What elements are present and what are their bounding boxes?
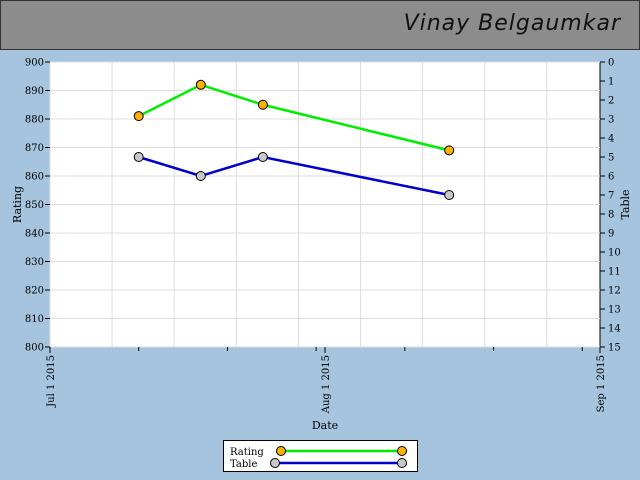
y2-tick-label: 15 xyxy=(608,343,621,354)
y-tick-label: 840 xyxy=(25,229,44,240)
y-tick-label: 830 xyxy=(25,257,44,268)
y-tick-label: 850 xyxy=(25,200,44,211)
data-point-rating xyxy=(133,111,144,122)
legend-label: Table xyxy=(230,459,257,470)
y-tick-label: 800 xyxy=(25,343,44,354)
y2-tick-label: 4 xyxy=(608,134,614,145)
y2-tick-label: 9 xyxy=(608,229,614,240)
series-line-rating xyxy=(138,83,450,152)
data-point-rating xyxy=(444,145,455,156)
series-markers xyxy=(133,79,455,200)
legend-label: Rating xyxy=(230,447,264,458)
y2-tick-label: 7 xyxy=(608,191,614,202)
x-tick-label: Jul 1 2015 xyxy=(46,355,57,408)
data-point-table xyxy=(195,171,206,181)
series-lines xyxy=(138,83,450,197)
data-point-table xyxy=(133,152,144,162)
y2-tick-label: 11 xyxy=(608,267,621,278)
x-axis-title: Date xyxy=(312,419,338,432)
y2-tick-label: 13 xyxy=(608,305,621,316)
y-axis-title: Rating xyxy=(11,186,24,223)
y-tick-label: 860 xyxy=(25,172,44,183)
y-tick-label: 890 xyxy=(25,86,44,97)
y-tick-label: 810 xyxy=(25,314,44,325)
y2-tick-label: 5 xyxy=(608,153,614,164)
legend-swatch-marker xyxy=(276,446,286,456)
data-point-rating xyxy=(257,99,268,110)
y-tick-label: 820 xyxy=(25,286,44,297)
data-point-table xyxy=(444,190,455,200)
user-name: Vinay Belgaumkar xyxy=(403,11,621,36)
data-point-rating xyxy=(195,79,206,90)
legend-swatch-marker xyxy=(270,458,280,468)
series-line-table xyxy=(138,155,450,197)
y2-tick-label: 8 xyxy=(608,210,614,221)
y2-tick-label: 14 xyxy=(608,324,621,335)
y2-axis-title: Table xyxy=(619,189,632,219)
legend-swatch-marker xyxy=(397,458,407,468)
y2-tick-label: 3 xyxy=(608,115,614,126)
y-tick-label: 870 xyxy=(25,143,44,154)
y2-tick-label: 12 xyxy=(608,286,621,297)
data-point-table xyxy=(257,152,268,162)
y2-tick-label: 2 xyxy=(608,96,614,107)
y-tick-label: 900 xyxy=(25,58,44,69)
y-tick-label: 880 xyxy=(25,115,44,126)
y2-tick-label: 6 xyxy=(608,172,614,183)
header-bar: Vinay Belgaumkar xyxy=(0,0,640,50)
legend-swatch-marker xyxy=(397,446,407,456)
y2-tick-label: 10 xyxy=(608,248,621,259)
x-tick-label: Sep 1 2015 xyxy=(596,355,607,412)
x-tick-label: Aug 1 2015 xyxy=(321,355,332,414)
y2-tick-label: 0 xyxy=(608,58,614,69)
legend: Rating Table xyxy=(223,440,418,472)
grid-lines xyxy=(49,61,600,348)
y2-tick-label: 1 xyxy=(608,77,614,88)
